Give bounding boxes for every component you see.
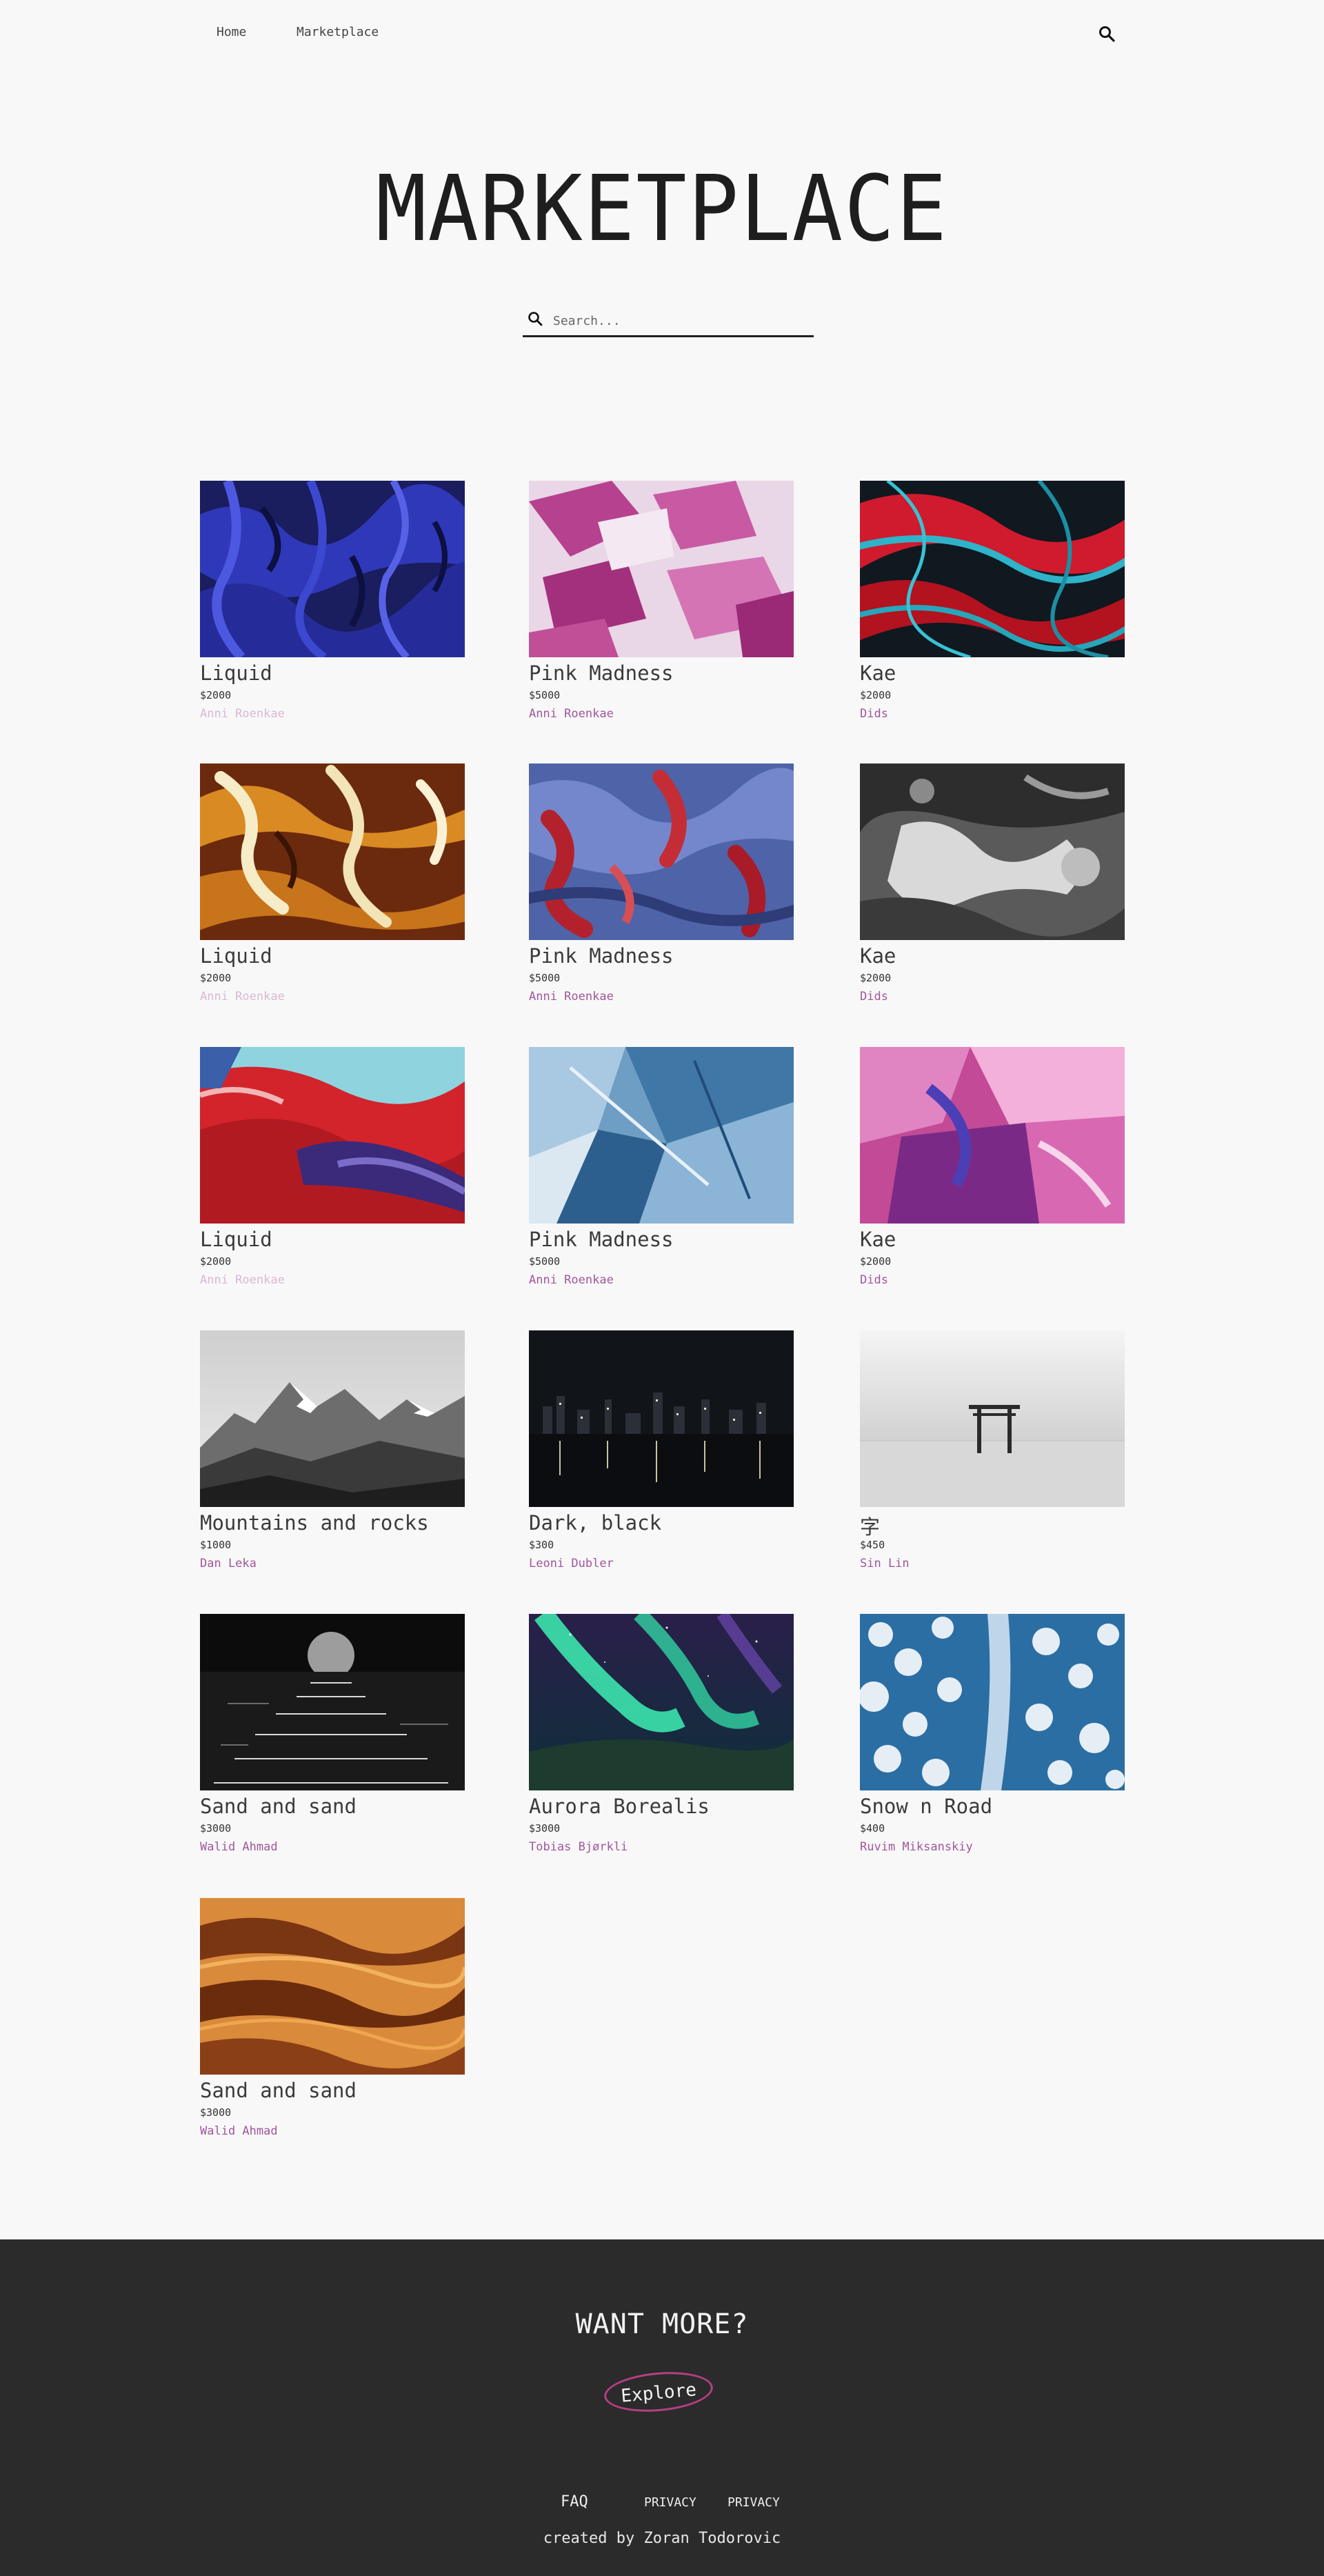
artwork-image[interactable] (200, 1330, 465, 1507)
artist-link[interactable]: Leoni Dubler (529, 1557, 614, 1570)
artwork-title[interactable]: Pink Madness (529, 1228, 674, 1251)
artwork-title[interactable]: Liquid (200, 944, 272, 968)
search-icon[interactable] (1098, 25, 1116, 43)
artwork-price: $450 (860, 1539, 885, 1551)
artist-link[interactable]: Dids (860, 707, 888, 721)
artwork-title[interactable]: Sand and sand (200, 2079, 357, 2102)
artwork-price: $2000 (860, 1255, 892, 1268)
artwork-title[interactable]: Aurora Borealis (529, 1795, 710, 1818)
top-nav: Home Marketplace (0, 0, 1324, 69)
nav-marketplace-link[interactable]: Marketplace (297, 25, 379, 39)
footer-privacy-link-2[interactable]: PRIVACY (728, 2495, 780, 2510)
search-input[interactable] (552, 310, 810, 331)
artwork-price: $3000 (529, 1822, 561, 1835)
artist-link[interactable]: Anni Roenkae (529, 707, 614, 721)
artwork-image[interactable] (860, 1330, 1125, 1507)
artwork-price: $2000 (200, 689, 232, 701)
artist-link[interactable]: Anni Roenkae (529, 990, 614, 1004)
artist-link[interactable]: Walid Ahmad (200, 1840, 278, 1854)
artwork-title[interactable]: Pink Madness (529, 944, 674, 968)
artwork-image[interactable] (529, 481, 794, 657)
artwork-title[interactable]: Dark, black (529, 1511, 662, 1535)
footer-privacy-link[interactable]: PRIVACY (644, 2495, 696, 2510)
artwork-price: $5000 (529, 689, 561, 701)
artwork-image[interactable] (200, 763, 465, 940)
footer: WANT MORE? Explore FAQ PRIVACY PRIVACY c… (0, 2239, 1324, 2576)
artist-link[interactable]: Dan Leka (200, 1557, 257, 1570)
artwork-title[interactable]: Liquid (200, 661, 272, 685)
artwork-price: $3000 (200, 2106, 232, 2119)
artwork-price: $3000 (200, 1822, 232, 1835)
artwork-price: $2000 (860, 689, 892, 701)
artwork-image[interactable] (529, 1330, 794, 1507)
artwork-price: $400 (860, 1822, 885, 1835)
artwork-image[interactable] (860, 1614, 1125, 1790)
artwork-title[interactable]: Kae (860, 1228, 896, 1251)
search-icon (527, 310, 543, 327)
artwork-price: $2000 (200, 972, 232, 984)
artist-link[interactable]: Dids (860, 990, 888, 1004)
artwork-title[interactable]: Liquid (200, 1228, 272, 1251)
artwork-title[interactable]: Sand and sand (200, 1795, 357, 1818)
artist-link[interactable]: Anni Roenkae (200, 1273, 285, 1287)
artwork-image[interactable] (200, 481, 465, 657)
artwork-title[interactable]: Kae (860, 944, 896, 968)
artwork-image[interactable] (200, 1614, 465, 1790)
artist-link[interactable]: Ruvim Miksanskiy (860, 1840, 973, 1854)
artwork-price: $2000 (200, 1255, 232, 1268)
artwork-image[interactable] (200, 1047, 465, 1224)
artwork-image[interactable] (529, 1047, 794, 1224)
artwork-title[interactable]: Pink Madness (529, 661, 674, 685)
footer-credit: created by Zoran Todorovic (543, 2530, 781, 2547)
artwork-title[interactable]: Mountains and rocks (200, 1511, 429, 1535)
artwork-price: $300 (529, 1539, 554, 1551)
artist-link[interactable]: Dids (860, 1273, 888, 1287)
artwork-image[interactable] (200, 1898, 465, 2075)
artwork-price: $2000 (860, 972, 892, 984)
artwork-title[interactable]: Kae (860, 661, 896, 685)
artist-link[interactable]: Sin Lin (860, 1557, 910, 1570)
artwork-title[interactable]: Snow n Road (860, 1795, 993, 1818)
artwork-image[interactable] (529, 763, 794, 940)
artwork-image[interactable] (529, 1614, 794, 1790)
artwork-image[interactable] (860, 763, 1125, 940)
footer-heading: WANT MORE? (575, 2308, 749, 2340)
nav-home-link[interactable]: Home (217, 25, 247, 39)
search-bar (523, 308, 814, 337)
artist-link[interactable]: Anni Roenkae (200, 707, 285, 721)
artwork-title[interactable]: 字 (860, 1515, 881, 1539)
artist-link[interactable]: Anni Roenkae (529, 1273, 614, 1287)
artwork-image[interactable] (860, 1047, 1125, 1224)
artwork-price: $5000 (529, 972, 561, 984)
artist-link[interactable]: Anni Roenkae (200, 990, 285, 1004)
explore-button[interactable]: Explore (602, 2368, 715, 2416)
artist-link[interactable]: Tobias Bjørkli (529, 1840, 628, 1854)
artwork-price: $1000 (200, 1539, 232, 1551)
page-title: MARKETPLACE (376, 156, 948, 262)
footer-faq-link[interactable]: FAQ (561, 2493, 588, 2510)
artwork-price: $5000 (529, 1255, 561, 1268)
artist-link[interactable]: Walid Ahmad (200, 2124, 278, 2138)
artwork-image[interactable] (860, 481, 1125, 657)
